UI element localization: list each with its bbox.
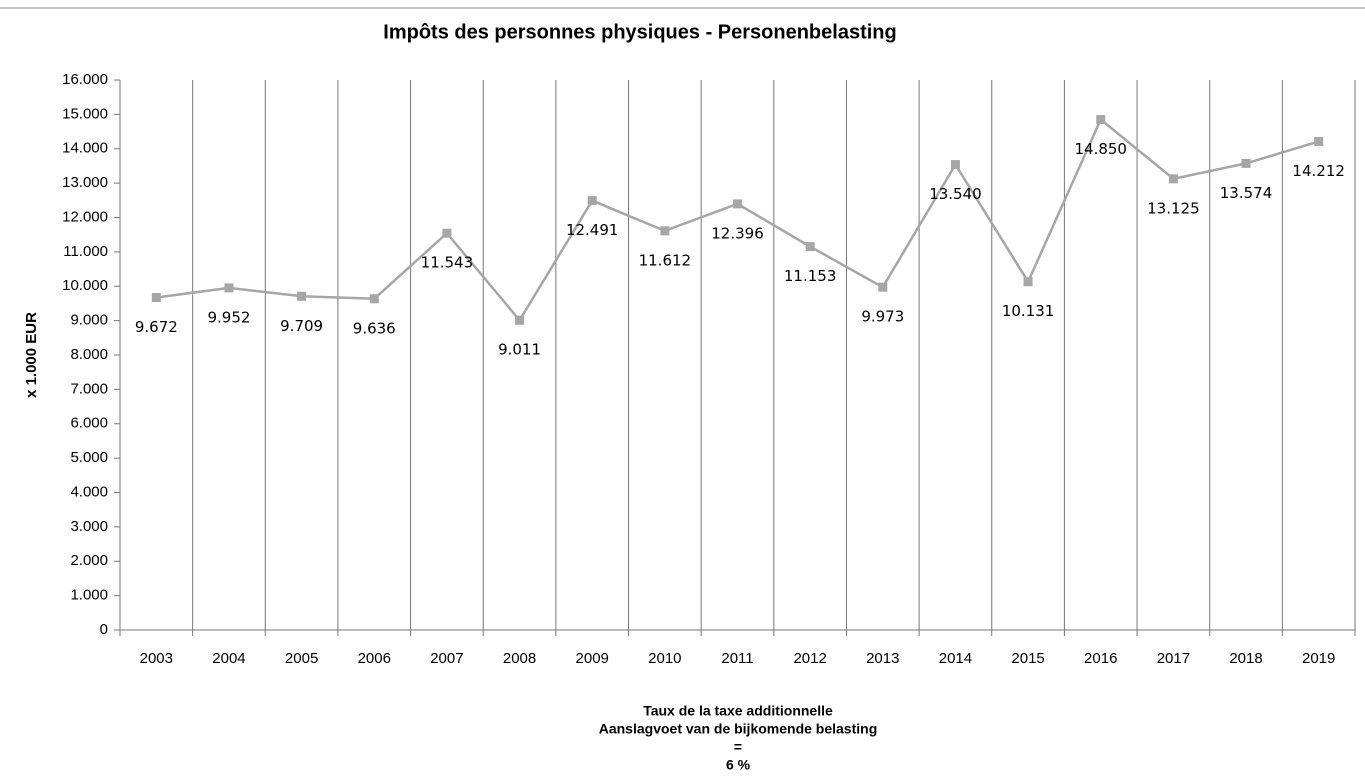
y-tick-label: 2.000 — [70, 552, 108, 569]
y-axis-label: x 1.000 EUR — [23, 312, 40, 398]
y-tick-label: 12.000 — [62, 208, 108, 225]
data-label: 10.131 — [1002, 302, 1055, 320]
data-label: 9.973 — [861, 308, 904, 326]
data-label: 11.612 — [639, 251, 692, 269]
x-axis-label: = — [734, 739, 742, 755]
data-label: 11.543 — [421, 254, 474, 272]
data-label: 9.636 — [353, 319, 396, 337]
x-tick-label: 2010 — [648, 650, 681, 667]
x-tick-label: 2005 — [285, 650, 318, 667]
data-point — [733, 199, 742, 209]
data-point — [151, 293, 161, 303]
y-tick-label: 0 — [100, 621, 108, 638]
data-label: 12.396 — [711, 224, 764, 242]
x-tick-label: 2017 — [1157, 650, 1190, 667]
y-tick-label: 11.000 — [63, 243, 108, 260]
x-tick-label: 2006 — [358, 650, 391, 667]
data-point — [805, 242, 815, 252]
data-label: 13.540 — [929, 185, 982, 203]
series-line — [156, 117, 1320, 323]
x-axis-label: Aanslagvoet van de bijkomende belasting — [599, 721, 878, 737]
y-tick-label: 13.000 — [62, 174, 108, 191]
x-tick-label: 2009 — [576, 650, 609, 667]
data-point — [369, 294, 379, 304]
data-point — [587, 196, 597, 206]
data-point — [1023, 277, 1033, 287]
y-tick-label: 1.000 — [70, 587, 108, 604]
y-tick-label: 15.000 — [62, 105, 108, 122]
x-tick-label: 2012 — [793, 650, 826, 667]
data-point — [950, 160, 960, 170]
x-axis-label: Taux de la taxe additionnelle — [643, 703, 833, 719]
y-tick-label: 9.000 — [70, 312, 108, 329]
x-tick-label: 2015 — [1011, 650, 1044, 667]
x-tick-label: 2019 — [1302, 650, 1335, 667]
x-tick-label: 2003 — [140, 650, 173, 667]
x-tick-label: 2016 — [1084, 650, 1117, 667]
y-tick-label: 16.000 — [62, 71, 108, 88]
data-label: 12.491 — [566, 221, 619, 239]
data-point — [878, 282, 888, 292]
data-point — [1241, 158, 1251, 168]
x-tick-label: 2013 — [866, 650, 899, 667]
chart-title: Impôts des personnes physiques - Persone… — [383, 21, 896, 43]
data-label: 11.153 — [784, 267, 837, 285]
y-tick-label: 7.000 — [70, 380, 108, 397]
data-label: 14.850 — [1074, 140, 1127, 158]
data-point — [515, 315, 525, 325]
data-point — [1168, 174, 1178, 184]
data-label: 9.672 — [135, 318, 178, 336]
y-tick-label: 4.000 — [70, 483, 108, 500]
y-tick-label: 14.000 — [62, 140, 108, 157]
x-tick-label: 2011 — [721, 650, 753, 667]
data-point — [442, 228, 452, 238]
data-label: 14.212 — [1292, 162, 1345, 180]
x-tick-label: 2018 — [1229, 650, 1262, 667]
x-tick-label: 2007 — [430, 650, 463, 667]
x-tick-label: 2014 — [939, 650, 972, 667]
data-label: 9.709 — [280, 317, 323, 335]
data-point — [1314, 136, 1324, 146]
data-label: 13.125 — [1147, 199, 1200, 217]
data-point — [224, 283, 234, 293]
data-label: 9.952 — [207, 308, 250, 326]
data-point — [1096, 115, 1106, 125]
data-label: 13.574 — [1220, 184, 1273, 202]
x-axis-label: 6 % — [726, 757, 751, 773]
y-tick-label: 10.000 — [62, 277, 108, 294]
data-label: 9.011 — [498, 341, 541, 359]
x-tick-label: 2008 — [503, 650, 536, 667]
x-tick-label: 2004 — [212, 650, 245, 667]
data-point — [297, 291, 307, 301]
data-point — [660, 226, 670, 236]
y-tick-label: 3.000 — [70, 518, 108, 535]
y-tick-label: 8.000 — [70, 346, 108, 363]
y-tick-label: 5.000 — [70, 449, 108, 466]
y-tick-label: 6.000 — [70, 415, 108, 432]
